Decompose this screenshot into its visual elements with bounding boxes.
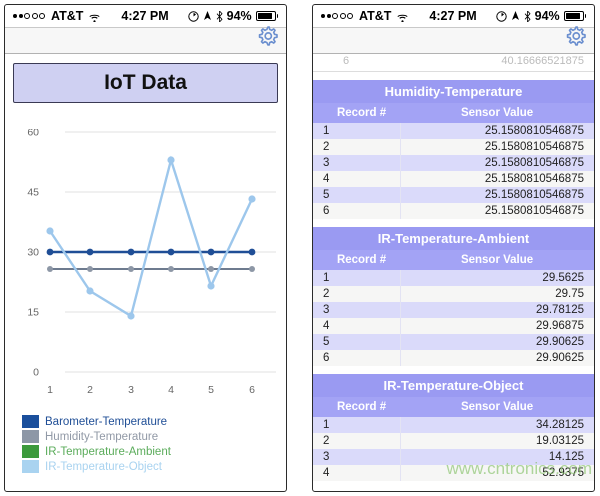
svg-text:60: 60: [27, 129, 39, 139]
svg-text:6: 6: [249, 384, 255, 395]
svg-text:2: 2: [87, 384, 93, 395]
svg-text:0: 0: [33, 367, 39, 379]
svg-text:45: 45: [27, 187, 39, 199]
svg-text:3: 3: [128, 384, 134, 395]
svg-text:15: 15: [27, 307, 39, 319]
svg-text:30: 30: [27, 247, 39, 259]
svg-text:4: 4: [168, 384, 174, 395]
svg-text:1: 1: [47, 384, 53, 395]
svg-text:5: 5: [208, 384, 214, 395]
